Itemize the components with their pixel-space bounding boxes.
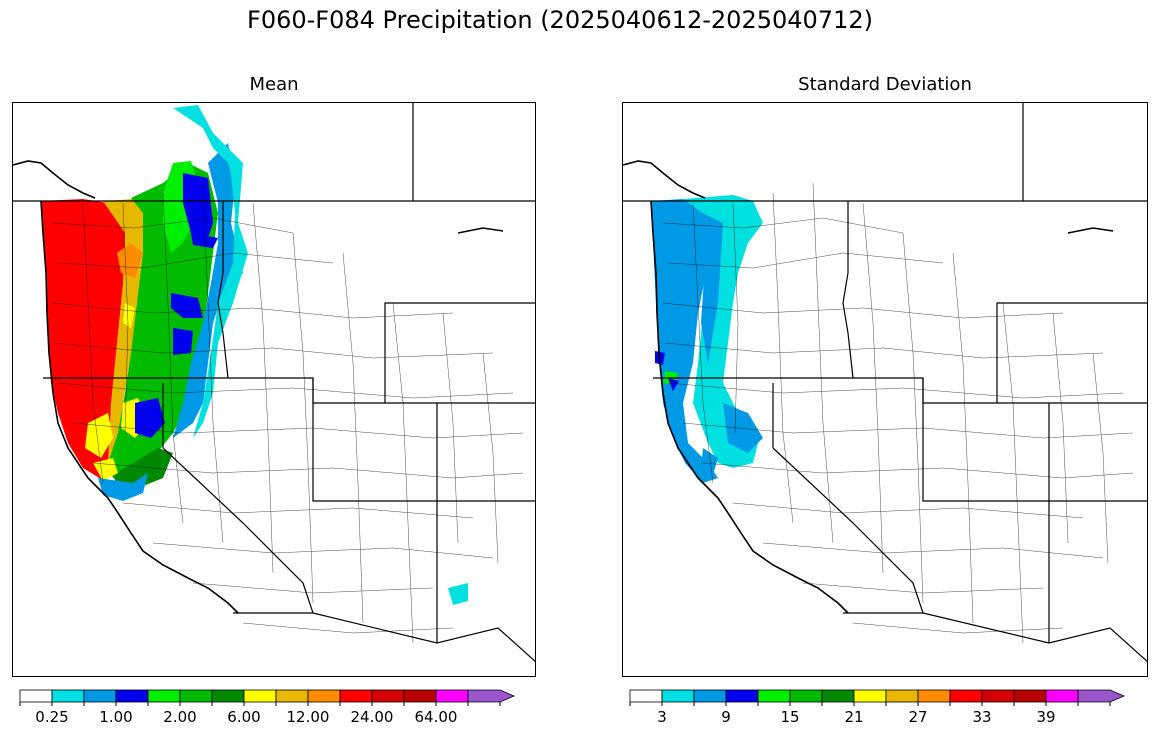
stddev-colorbar-canvas: 3 9 15 21 27 33 39	[629, 689, 1126, 726]
mean-colorbar-tick-label: 24.00	[351, 708, 394, 726]
mean-panel-title: Mean	[249, 74, 299, 95]
stddev-colorbar: 3 9 15 21 27 33 39	[629, 688, 1142, 737]
mean-map	[12, 102, 536, 677]
stddev-map	[622, 102, 1148, 677]
mean-colorbar-swatch-9	[307, 689, 341, 703]
mean-colorbar-swatch-6	[211, 689, 245, 703]
stddev-colorbar-swatch-2	[693, 689, 727, 703]
mean-colorbar-canvas: 0.25 1.00 2.00 6.00 12.00 24.00 64.00	[19, 689, 516, 726]
stddev-colorbar-tick-label: 33	[972, 708, 991, 726]
mean-colorbar-swatch-11	[371, 689, 405, 703]
mean-colorbar-tick-label: 2.00	[163, 708, 196, 726]
figure-title: F060-F084 Precipitation (2025040612-2025…	[247, 6, 873, 34]
mean-colorbar-swatch-10	[339, 689, 373, 703]
mean-colorbar-tick-label: 64.00	[415, 708, 458, 726]
mean-boundaries	[13, 103, 535, 663]
mean-colorbar: 0.25 1.00 2.00 6.00 12.00 24.00 64.00	[19, 688, 532, 737]
stddev-colorbar-swatch-13	[1045, 689, 1079, 703]
stddev-colorbar-tick-label: 39	[1036, 708, 1055, 726]
stddev-colorbar-swatch-12	[1013, 689, 1047, 703]
mean-colorbar-swatch-5	[179, 689, 213, 703]
stddev-basin-outlines	[662, 182, 1134, 644]
mean-basin-outlines	[52, 182, 524, 644]
stddev-colorbar-tick-label: 21	[844, 708, 863, 726]
mean-colorbar-swatch-14	[467, 689, 516, 703]
mean-colorbar-swatch-0	[19, 689, 53, 703]
mean-colorbar-swatch-12	[403, 689, 437, 703]
mean-colorbar-swatch-3	[115, 689, 149, 703]
stddev-colorbar-swatch-11	[981, 689, 1015, 703]
stddev-colorbar-swatch-7	[853, 689, 887, 703]
stddev-panel-title: Standard Deviation	[798, 74, 972, 95]
mean-colorbar-swatch-4	[147, 689, 181, 703]
mean-colorbar-swatch-8	[275, 689, 309, 703]
mean-colorbar-tick-label: 6.00	[227, 708, 260, 726]
mean-colorbar-swatch-1	[51, 689, 85, 703]
stddev-colorbar-swatch-4	[757, 689, 791, 703]
stddev-colorbar-swatch-6	[821, 689, 855, 703]
stddev-colorbar-swatch-1	[661, 689, 695, 703]
stddev-colorbar-swatch-5	[789, 689, 823, 703]
mean-colorbar-tick-label: 12.00	[287, 708, 330, 726]
mean-map-canvas	[13, 103, 535, 663]
stddev-colorbar-swatch-9	[917, 689, 951, 703]
stddev-colorbar-tick-label: 9	[721, 708, 731, 726]
stddev-coastline	[623, 160, 1114, 614]
mean-precip-fill	[41, 105, 468, 605]
stddev-colorbar-tick-label: 15	[780, 708, 799, 726]
mean-colorbar-tick-label: 1.00	[99, 708, 132, 726]
mean-colorbar-tick-label: 0.25	[35, 708, 68, 726]
stddev-precip-fill	[651, 195, 763, 483]
stddev-colorbar-swatch-8	[885, 689, 919, 703]
stddev-colorbar-tick-label: 3	[657, 708, 667, 726]
stddev-colorbar-swatch-0	[629, 689, 663, 703]
mean-coastline	[13, 160, 504, 614]
stddev-colorbar-swatch-14	[1077, 689, 1126, 703]
stddev-colorbar-swatch-10	[949, 689, 983, 703]
stddev-colorbar-swatch-3	[725, 689, 759, 703]
mean-colorbar-swatch-2	[83, 689, 117, 703]
mean-colorbar-swatch-13	[435, 689, 469, 703]
mean-colorbar-swatch-7	[243, 689, 277, 703]
stddev-map-canvas	[623, 103, 1147, 663]
stddev-colorbar-tick-label: 27	[908, 708, 927, 726]
